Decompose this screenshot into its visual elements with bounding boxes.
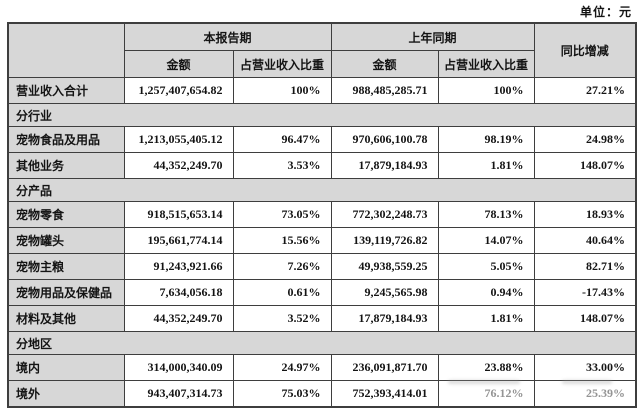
cell-prev-share: 1.81%: [437, 152, 535, 179]
cell-cur-amount: 1,213,055,405.12: [123, 126, 234, 153]
amount-header-current: 金额: [123, 50, 234, 78]
row-label: 境内: [7, 354, 125, 381]
cell-prev-share: 100%: [437, 77, 535, 104]
cell-cur-share: 100%: [232, 77, 332, 104]
cell-cur-amount: 7,634,056.18: [123, 279, 234, 306]
cell-prev-amount: 17,879,184.93: [330, 305, 439, 332]
cell-yoy: 148.07%: [533, 305, 637, 332]
cell-cur-amount: 314,000,340.09: [123, 354, 234, 381]
cell-cur-amount: 195,661,774.14: [123, 227, 234, 254]
table-body: 营业收入合计 1,257,407,654.82 100% 988,485,285.71…: [7, 77, 637, 408]
cell-yoy: 82.71%: [533, 253, 637, 280]
row-label: 境外: [7, 380, 125, 408]
table-row: 材料及其他 44,352,249.70 3.52% 17,879,184.93 1.81…: [7, 305, 637, 332]
share-header-prior: 占营业收入比重: [437, 50, 535, 78]
cell-yoy: 27.21%: [533, 77, 637, 104]
cell-yoy: 33.00%: [533, 354, 637, 381]
cell-cur-share: 3.52%: [232, 305, 332, 332]
table-row: 境外 943,407,314.73 75.03% 752,393,414.01 76.1…: [7, 380, 637, 408]
amount-header-prior: 金额: [330, 50, 439, 78]
row-label: 宠物主粮: [7, 253, 125, 280]
cell-cur-amount: 1,257,407,654.82: [123, 77, 234, 104]
section-label: 分地区: [7, 331, 637, 355]
cell-prev-amount: 9,245,565.98: [330, 279, 439, 306]
cell-prev-amount: 772,302,248.73: [330, 201, 439, 228]
cell-yoy: 18.93%: [533, 201, 637, 228]
cell-cur-amount: 918,515,653.14: [123, 201, 234, 228]
cell-cur-share: 24.97%: [232, 354, 332, 381]
table-row: 宠物主粮 91,243,921.66 7.26% 49,938,559.25 5.05%…: [7, 253, 637, 280]
cell-yoy: 40.64%: [533, 227, 637, 254]
header-row-measures: 金额 占营业收入比重 金额 占营业收入比重: [8, 50, 636, 78]
share-header-current: 占营业收入比重: [232, 50, 332, 78]
row-label: 营业收入合计: [7, 77, 125, 104]
table-row: 宠物食品及用品 1,213,055,405.12 96.47% 970,606,100…: [7, 126, 637, 153]
cell-yoy: 148.07%: [533, 152, 637, 179]
cell-cur-share: 3.53%: [232, 152, 332, 179]
cell-prev-share: 0.94%: [437, 279, 535, 306]
table-row: 其他业务 44,352,249.70 3.53% 17,879,184.93 1.81%…: [7, 152, 637, 179]
cell-prev-amount: 970,606,100.78: [330, 126, 439, 153]
table-row: 营业收入合计 1,257,407,654.82 100% 988,485,285.71…: [7, 77, 637, 104]
row-label: 宠物用品及保健品: [7, 279, 125, 306]
prior-period-header: 上年同期: [330, 22, 535, 51]
cell-prev-share: 5.05%: [437, 253, 535, 280]
cell-cur-share: 96.47%: [232, 126, 332, 153]
cell-prev-amount: 752,393,414.01: [330, 380, 439, 408]
cell-prev-share: 78.13%: [437, 201, 535, 228]
cell-cur-share: 7.26%: [232, 253, 332, 280]
cell-cur-amount: 44,352,249.70: [123, 305, 234, 332]
section-row: 分地区: [7, 331, 637, 355]
cell-prev-share: 23.88%: [437, 354, 535, 381]
cell-cur-share: 15.56%: [232, 227, 332, 254]
cell-yoy: 24.98%: [533, 126, 637, 153]
row-label: 材料及其他: [7, 305, 125, 332]
table-row: 宠物用品及保健品 7,634,056.18 0.61% 9,245,565.98 0.9…: [7, 279, 637, 306]
row-label: 其他业务: [7, 152, 125, 179]
current-period-header: 本报告期: [123, 22, 332, 51]
cell-yoy: -17.43%: [533, 279, 637, 306]
cell-prev-share: 98.19%: [437, 126, 535, 153]
cell-cur-share: 73.05%: [232, 201, 332, 228]
section-label: 分产品: [7, 178, 637, 202]
cell-prev-amount: 139,119,726.82: [330, 227, 439, 254]
cell-prev-amount: 988,485,285.71: [330, 77, 439, 104]
revenue-table: 本报告期 上年同期 同比增减 金额 占营业收入比重 金额 占营业收入比重 营业收…: [7, 22, 638, 408]
table-header: 本报告期 上年同期 同比增减 金额 占营业收入比重 金额 占营业收入比重: [7, 22, 637, 78]
row-label: 宠物零食: [7, 201, 125, 228]
yoy-change-header: 同比增减: [533, 22, 637, 78]
header-row-periods: 本报告期 上年同期 同比增减: [7, 22, 637, 78]
unit-label: 单位：元: [579, 5, 632, 19]
section-row: 分行业: [7, 103, 637, 127]
cell-prev-share: 1.81%: [437, 305, 535, 332]
cell-prev-amount: 49,938,559.25: [330, 253, 439, 280]
cell-prev-amount: 17,879,184.93: [330, 152, 439, 179]
section-label: 分行业: [7, 103, 637, 127]
cell-yoy: 25.39%: [533, 380, 637, 408]
cell-prev-share: 14.07%: [437, 227, 535, 254]
section-row: 分产品: [7, 178, 637, 202]
table-row: 宠物零食 918,515,653.14 73.05% 772,302,248.73 78…: [7, 201, 637, 228]
cell-cur-share: 75.03%: [232, 380, 332, 408]
cell-prev-amount: 236,091,871.70: [330, 354, 439, 381]
corner-cell: [7, 22, 125, 78]
cell-cur-amount: 44,352,249.70: [123, 152, 234, 179]
row-label: 宠物罐头: [7, 227, 125, 254]
cell-prev-share: 76.12%: [437, 380, 535, 408]
table-row: 宠物罐头 195,661,774.14 15.56% 139,119,726.82 14…: [7, 227, 637, 254]
table-row: 境内 314,000,340.09 24.97% 236,091,871.70 23.8…: [7, 354, 637, 381]
cell-cur-amount: 91,243,921.66: [123, 253, 234, 280]
row-label: 宠物食品及用品: [7, 126, 125, 153]
cell-cur-amount: 943,407,314.73: [123, 380, 234, 408]
cell-cur-share: 0.61%: [232, 279, 332, 306]
